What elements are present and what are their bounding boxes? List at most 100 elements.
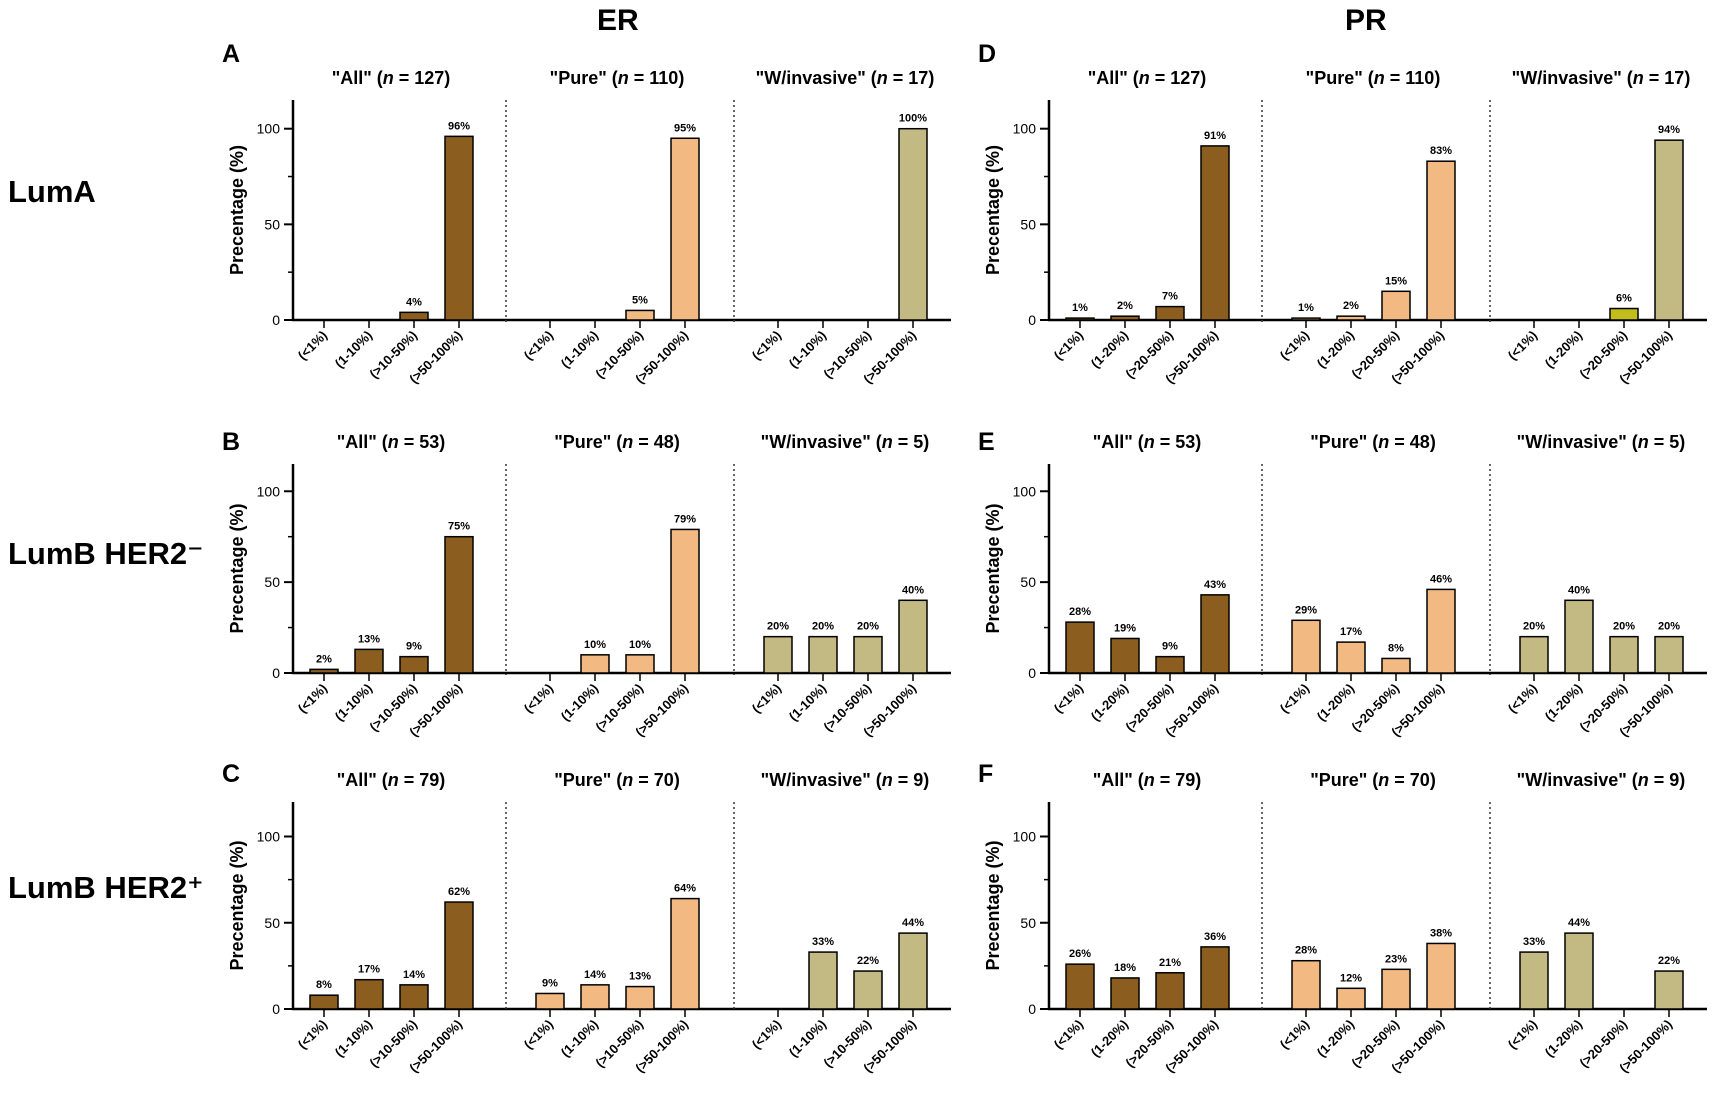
group-title-e-0: "All" (n = 53) (1093, 432, 1202, 452)
y-axis-title-b: Precentage (%) (227, 503, 247, 633)
y-tick-label-f: 0 (1028, 1001, 1036, 1017)
y-tick-label-b: 0 (272, 665, 280, 681)
y-tick-label-b: 50 (264, 574, 280, 590)
bar-f-0-1 (1110, 977, 1140, 1010)
y-tick-label-d: 100 (1013, 121, 1037, 137)
group-title-f-2: "W/invasive" (n = 9) (1517, 770, 1686, 790)
bar-e-1-2 (1381, 657, 1411, 674)
group-title-c-1: "Pure" (n = 70) (554, 770, 680, 790)
bar-value-label-f-0-3: 36% (1204, 931, 1226, 943)
y-tick-label-e: 0 (1028, 665, 1036, 681)
x-category-label-e-0-0: (<1%) (1051, 681, 1086, 716)
bar-value-label-f-0-1: 18% (1114, 962, 1136, 974)
bar-value-label-c-0-3: 62% (448, 886, 470, 898)
x-category-label-f-2-1: (1-20%) (1542, 1017, 1585, 1060)
x-category-label-e-1-1: (1-20%) (1314, 681, 1357, 724)
bar-d-1-1 (1336, 315, 1366, 321)
bar-c-1-0 (535, 992, 565, 1010)
bar-b-0-1 (354, 648, 384, 674)
bar-a-0-2 (399, 311, 429, 321)
y-tick-label-b: 100 (257, 483, 281, 499)
bar-d-0-2 (1155, 305, 1185, 321)
bar-value-label-c-1-2: 13% (629, 971, 651, 983)
group-title-b-1: "Pure" (n = 48) (554, 432, 680, 452)
bar-e-2-0 (1519, 635, 1549, 674)
column-title-pr: PR (1345, 4, 1387, 37)
x-category-label-c-2-0: (<1%) (749, 1017, 784, 1052)
bar-value-label-d-1-1: 2% (1343, 300, 1359, 312)
bar-c-2-1 (808, 951, 838, 1010)
bar-value-label-d-2-2: 6% (1616, 293, 1632, 305)
x-category-label-f-0-0: (<1%) (1051, 1017, 1086, 1052)
bar-value-label-c-2-3: 44% (902, 917, 924, 929)
bar-value-label-b-2-1: 20% (812, 621, 834, 633)
x-category-label-f-0-1: (1-20%) (1088, 1017, 1131, 1060)
x-category-label-f-1-0: (<1%) (1277, 1017, 1312, 1052)
bar-value-label-b-1-1: 10% (584, 639, 606, 651)
y-tick-label-c: 50 (264, 915, 280, 931)
bar-value-label-e-1-2: 8% (1388, 642, 1404, 654)
bar-value-label-b-0-3: 75% (448, 521, 470, 533)
y-tick-label-d: 0 (1028, 312, 1036, 328)
group-title-c-2: "W/invasive" (n = 9) (761, 770, 930, 790)
bar-value-label-e-1-0: 29% (1295, 604, 1317, 616)
group-title-d-0: "All" (n = 127) (1088, 68, 1207, 88)
x-category-label-e-1-0: (<1%) (1277, 681, 1312, 716)
bar-value-label-d-1-0: 1% (1298, 302, 1314, 314)
x-category-label-a-0-0: (<1%) (295, 328, 330, 363)
bar-value-label-b-1-3: 79% (674, 513, 696, 525)
bar-b-0-3 (444, 535, 474, 674)
panel-letter-c: C (222, 760, 241, 788)
y-axis-title-f: Precentage (%) (983, 840, 1003, 970)
bar-value-label-e-2-3: 20% (1658, 621, 1680, 633)
group-title-e-2: "W/invasive" (n = 5) (1517, 432, 1686, 452)
bar-b-2-2 (853, 635, 883, 674)
x-category-label-b-1-1: (1-10%) (558, 681, 601, 724)
bar-value-label-f-1-3: 38% (1430, 927, 1452, 939)
bar-e-1-1 (1336, 641, 1366, 674)
bar-e-1-0 (1291, 619, 1321, 674)
bar-value-label-e-0-3: 43% (1204, 579, 1226, 591)
row-label-luma: LumA (8, 174, 96, 209)
bar-d-0-3 (1200, 145, 1230, 321)
group-title-a-1: "Pure" (n = 110) (550, 68, 685, 88)
panel-letter-e: E (978, 428, 995, 456)
bar-value-label-e-1-3: 46% (1430, 573, 1452, 585)
bar-b-2-1 (808, 635, 838, 674)
bar-e-0-1 (1110, 637, 1140, 674)
group-title-b-2: "W/invasive" (n = 5) (761, 432, 930, 452)
bar-d-2-3 (1654, 139, 1684, 321)
y-tick-label-c: 100 (257, 829, 281, 845)
bar-value-label-b-2-0: 20% (767, 621, 789, 633)
bar-value-label-c-2-1: 33% (812, 936, 834, 948)
bar-c-0-3 (444, 901, 474, 1010)
bar-e-1-3 (1426, 588, 1456, 674)
y-axis-title-e: Precentage (%) (983, 503, 1003, 633)
bar-f-1-3 (1426, 942, 1456, 1010)
bar-value-label-b-2-3: 40% (902, 584, 924, 596)
group-title-a-0: "All" (n = 127) (332, 68, 451, 88)
bar-c-2-3 (898, 932, 928, 1010)
y-tick-label-d: 50 (1020, 216, 1036, 232)
bar-e-2-2 (1609, 635, 1639, 674)
bar-value-label-a-2-3: 100% (899, 113, 927, 125)
bar-c-0-0 (309, 994, 339, 1010)
bar-value-label-a-1-2: 5% (632, 294, 648, 306)
x-category-label-a-1-1: (1-10%) (558, 328, 601, 371)
bar-value-label-e-0-0: 28% (1069, 606, 1091, 618)
bar-value-label-f-2-1: 44% (1568, 917, 1590, 929)
y-tick-label-f: 50 (1020, 915, 1036, 931)
bar-b-1-2 (625, 654, 655, 674)
y-tick-label-e: 100 (1013, 483, 1037, 499)
bar-d-1-2 (1381, 290, 1411, 321)
x-category-label-d-2-1: (1-20%) (1542, 328, 1585, 371)
x-category-label-c-0-0: (<1%) (295, 1017, 330, 1052)
bar-c-1-1 (580, 984, 610, 1010)
x-category-label-a-1-0: (<1%) (521, 328, 556, 363)
bar-a-1-3 (670, 137, 700, 321)
group-title-a-2: "W/invasive" (n = 17) (756, 68, 935, 88)
x-category-label-c-1-0: (<1%) (521, 1017, 556, 1052)
y-tick-label-a: 0 (272, 312, 280, 328)
bar-c-1-2 (625, 985, 655, 1010)
